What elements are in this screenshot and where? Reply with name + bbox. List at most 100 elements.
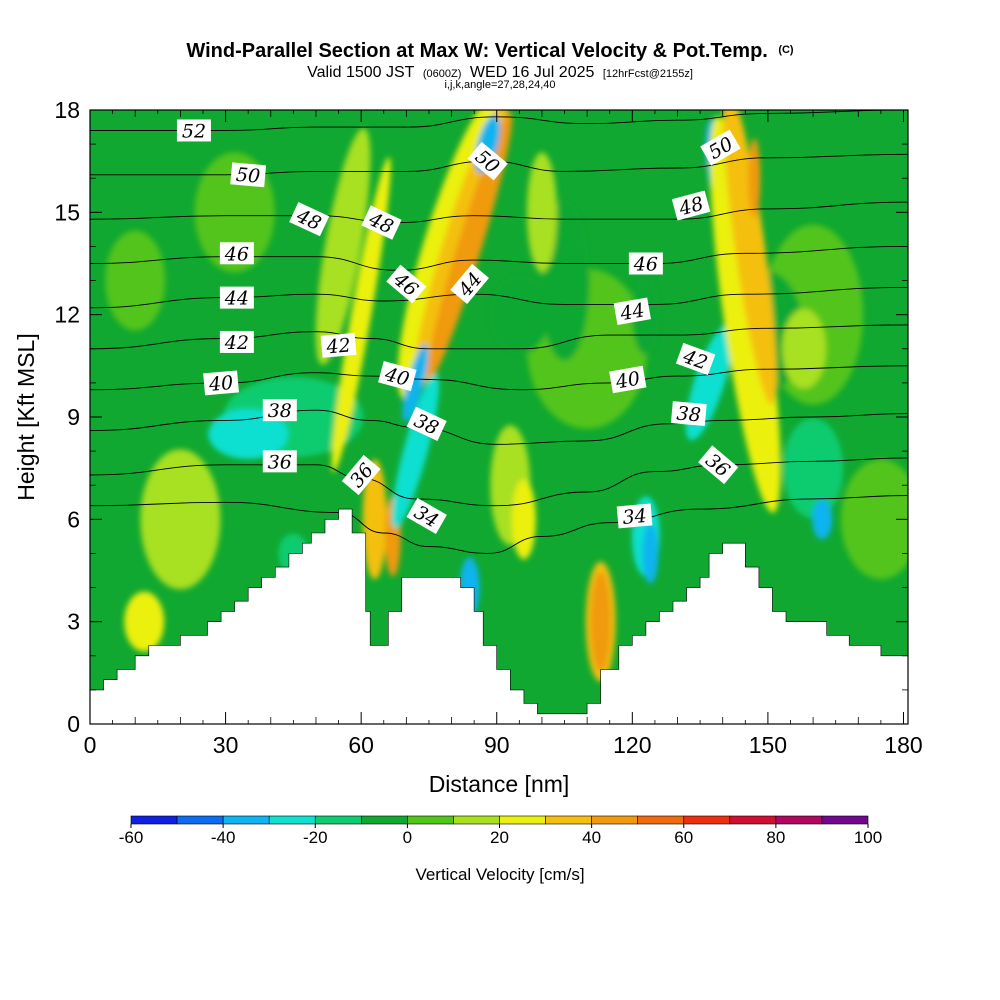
colorbar-swatch [453,815,500,825]
contour-label: 46 [219,242,254,265]
contour-label-text: 40 [613,368,642,394]
velocity-cell [489,274,550,355]
chart-title: Wind-Parallel Section at Max W: Vertical… [186,40,794,62]
terrain [90,508,908,724]
minor-ticks [90,110,908,724]
colorbar-tick-label: -20 [303,828,328,847]
y-tick-label: 6 [67,506,80,532]
contour-label-text: 42 [325,334,352,358]
contour-label: 44 [219,286,254,310]
contour-label-text: 44 [618,299,647,325]
contour-label: 40 [203,370,239,396]
velocity-cell [840,459,908,580]
contour-label-bg [616,503,653,529]
contour-label: 42 [675,342,716,376]
contour-label: 36 [262,450,297,473]
contour-label: 48 [671,190,711,221]
colorbar-tick-label: 40 [582,828,601,847]
y-tick-label: 9 [67,404,80,430]
contour-label: 50 [230,162,267,188]
velocity-cell [427,112,513,381]
velocity-cell [748,138,761,219]
velocity-cell [140,449,221,590]
colorbar-swatch [545,815,592,825]
velocity-cell [709,116,781,513]
velocity-cell [723,110,777,405]
colorbar-swatch [591,815,638,825]
velocity-cell [642,523,659,584]
contour-label-bg [341,454,381,496]
subtitle-date: WED 16 Jul 2025 [470,64,595,81]
contour-label-bg [320,332,357,358]
contour-label: 34 [616,503,653,529]
contour-label-bg [262,399,297,422]
velocity-cell [208,409,289,460]
subtitle-valid: Valid 1500 JST [307,64,415,81]
velocity-cell [783,418,844,519]
colorbar-swatch [683,815,731,825]
chart-title-suffix: (C) [778,44,794,56]
y-tick-label: 3 [67,609,80,635]
colorbar-swatch [729,815,777,825]
x-tick-label: 0 [84,732,97,758]
colorbar: -60 -40 -20 0 20 40 60 80 100 [119,815,882,847]
theta-contour-34 [90,495,908,554]
velocity-cell [511,479,536,560]
contour-label-bg [230,162,267,188]
contour-label-bg [406,497,447,534]
contour-label-bg [219,242,254,265]
contour-label-text: 40 [207,372,234,396]
velocity-cell [812,499,833,540]
contour-label-bg [176,119,211,142]
contour-label-bg [628,252,663,275]
velocity-cell [526,152,557,273]
x-axis: 0 30 60 90 120 150 180 [84,110,923,758]
chart-title-main: Wind-Parallel Section at Max W: Vertical… [186,40,767,62]
colorbar-swatch [361,815,408,825]
x-axis-label: Distance [nm] [429,771,570,797]
contour-label: 40 [609,365,647,394]
contour-label: 50 [700,129,741,166]
plot-area [90,110,908,724]
contour-label-bg [450,263,489,305]
contour-label-bg [671,190,711,221]
contour-label-bg [262,450,297,473]
velocity-cell [105,230,166,331]
contour-label: 52 [176,119,211,142]
y-tick-label: 12 [54,302,80,328]
colorbar-tick-label: 80 [766,828,785,847]
theta-contour-38 [90,409,908,445]
contour-label: 42 [219,330,254,354]
x-tick-label: 120 [613,732,651,758]
contour-label-text: 38 [268,400,292,422]
contour-label-bg [378,361,417,392]
contour-label-text: 50 [235,164,261,188]
contour-label-bg [609,365,647,394]
colorbar-tick-label: 60 [674,828,693,847]
contour-label-text: 46 [633,254,658,276]
chart-ijk-line: i,j,k,angle=27,28,24,40 [444,79,555,91]
x-tick-label: 150 [749,732,787,758]
contour-label-text: 34 [622,505,648,529]
contour-label-bg [406,406,447,441]
contour-label-bg [467,141,508,181]
y-axis-label: Height [Kft MSL] [13,333,39,500]
colorbar-tick-label: 20 [490,828,509,847]
contour-label-bg [698,445,739,485]
contour-label: 42 [320,332,357,358]
contour-label-bg [700,129,741,166]
velocity-cell [782,308,827,389]
contour-label-bg [361,205,402,240]
contour-label-bg [203,370,239,396]
chart-subtitle: Valid 1500 JST (0600Z) WED 16 Jul 2025 [… [307,64,693,81]
colorbar-tick-label: -40 [211,828,236,847]
colorbar-swatch [176,815,224,825]
contour-label: 44 [613,297,651,325]
theta-contour-48 [90,201,908,224]
colorbar-swatch [775,815,823,825]
colorbar-swatch [314,815,362,825]
colorbar-swatch [268,815,316,825]
colorbar-tick-label: -60 [119,828,144,847]
